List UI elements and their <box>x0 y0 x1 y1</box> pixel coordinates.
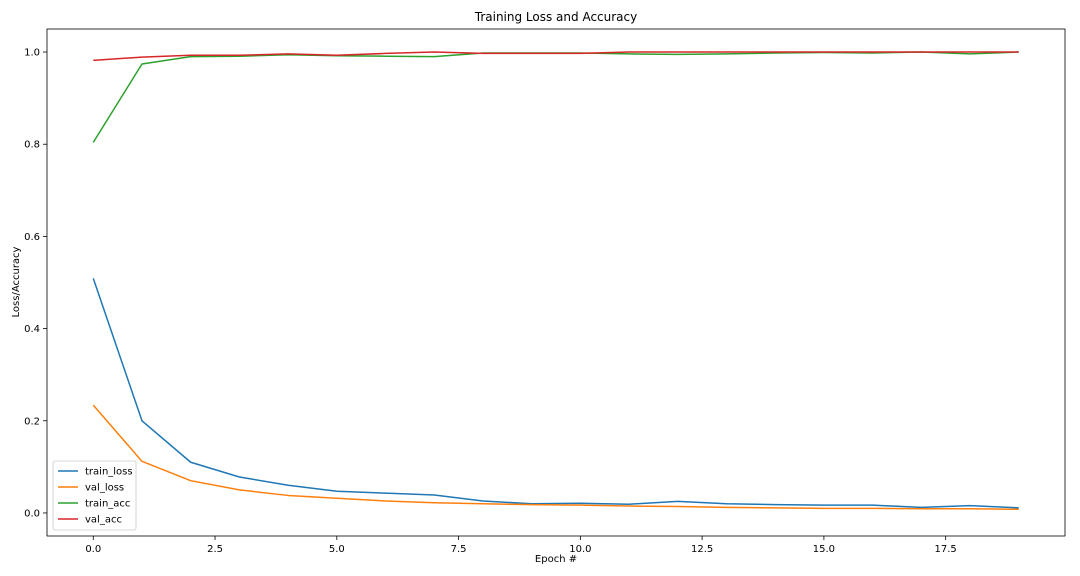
y-axis-ticks: 0.0 0.2 0.4 0.6 0.8 1.0 <box>24 48 47 519</box>
x-tick-label: 7.5 <box>451 544 467 555</box>
series-line-val-loss <box>92 404 1019 511</box>
y-tick-label: 0.0 <box>24 508 40 519</box>
chart-title: Training Loss and Accuracy <box>474 10 637 24</box>
x-tick-label: 5.0 <box>329 544 345 555</box>
legend-label: val_loss <box>85 483 124 494</box>
series-line-val-acc <box>93 51 1019 62</box>
x-tick-label: 2.5 <box>207 544 223 555</box>
legend-label: train_loss <box>85 467 133 478</box>
x-tick-label: 0.0 <box>85 544 101 555</box>
y-tick-label: 0.6 <box>24 232 40 243</box>
legend-box <box>52 460 137 531</box>
legend-label: val_acc <box>85 515 122 526</box>
y-axis-label: Loss/Accuracy <box>11 246 22 317</box>
y-tick-label: 0.8 <box>24 140 40 151</box>
plot-frame <box>46 28 1066 537</box>
x-tick-label: 17.5 <box>935 544 957 555</box>
series-line-train-loss <box>92 278 1019 509</box>
y-tick-label: 1.0 <box>24 48 40 59</box>
y-tick-label: 0.2 <box>24 416 40 427</box>
x-axis-label: Epoch # <box>535 554 577 565</box>
series-lines <box>92 51 1019 511</box>
legend-label: train_acc <box>85 499 130 510</box>
x-tick-label: 12.5 <box>691 544 713 555</box>
legend: train_loss val_loss train_acc val_acc <box>52 460 137 531</box>
x-tick-label: 15.0 <box>813 544 835 555</box>
x-axis-ticks: 0.0 2.5 5.0 7.5 10.0 12.5 15.0 17.5 <box>85 536 957 555</box>
plot-area <box>47 29 1065 536</box>
x-tick-label: 10.0 <box>569 544 591 555</box>
y-tick-label: 0.4 <box>24 324 40 335</box>
